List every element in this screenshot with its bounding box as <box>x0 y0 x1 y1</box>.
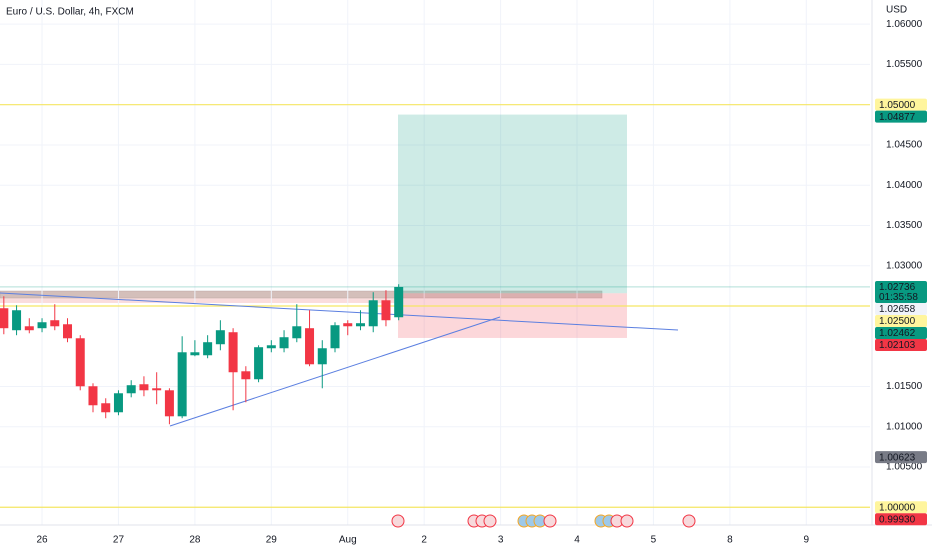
candle-body <box>330 325 340 349</box>
candle-body <box>177 352 187 417</box>
price-label-box <box>875 338 927 351</box>
price-label: 1.02103 <box>879 340 916 351</box>
candle-body <box>37 322 47 329</box>
loss-zone <box>398 293 627 338</box>
candle-body <box>279 337 289 349</box>
currency: USD <box>886 5 907 16</box>
x-tick-label: 2 <box>421 535 427 546</box>
x-tick-label: 5 <box>651 535 657 546</box>
event-icons <box>391 514 696 528</box>
candle-body <box>24 326 34 331</box>
candle-body <box>381 300 391 321</box>
candle-body <box>266 345 276 349</box>
candle-body <box>139 384 149 391</box>
price-label-box <box>875 302 927 315</box>
x-tick-label: 26 <box>36 535 48 546</box>
event-icon <box>391 514 405 528</box>
price-label-box <box>875 314 927 327</box>
price-label-box <box>875 326 927 339</box>
price-label: 1.00623 <box>879 452 916 463</box>
price-label: 1.02500 <box>879 316 916 327</box>
price-label: 0.99930 <box>879 514 916 525</box>
candle-body <box>113 393 123 413</box>
plot <box>0 0 870 525</box>
candle-body <box>394 286 404 318</box>
y-tick-label: 1.04000 <box>886 180 923 191</box>
y-tick-label: 1.04500 <box>886 140 923 151</box>
candle-body <box>292 326 302 339</box>
candle-body <box>355 323 365 327</box>
price-label: 1.02736 <box>879 282 916 293</box>
x-tick-label: 3 <box>498 535 504 546</box>
candle-body <box>12 310 22 331</box>
y-tick-label: 1.03000 <box>886 260 923 271</box>
price-label: 1.00000 <box>879 502 916 513</box>
x-tick-label: 28 <box>189 535 201 546</box>
candle-body <box>254 347 264 380</box>
candle-body <box>164 390 174 417</box>
x-tick-label: Aug <box>339 535 357 546</box>
candle-body <box>88 386 98 406</box>
event-icon <box>620 514 634 528</box>
x-tick-label: 29 <box>266 535 278 546</box>
candle-body <box>101 403 111 413</box>
price-label-box <box>875 110 927 123</box>
price-label: 1.05000 <box>879 100 916 111</box>
countdown: 01:35:58 <box>879 292 918 303</box>
candle-body <box>50 320 60 327</box>
candle-body <box>63 324 73 339</box>
profit-zone <box>398 114 627 294</box>
price-label: 1.02462 <box>879 328 916 339</box>
y-tick-label: 1.00500 <box>886 462 923 473</box>
candle-body <box>343 323 353 327</box>
price-label: 1.04877 <box>879 112 916 123</box>
y-tick-label: 1.06000 <box>886 19 923 30</box>
candle-body <box>0 308 9 329</box>
event-icon <box>543 514 557 528</box>
y-tick-label: 1.01500 <box>886 381 923 392</box>
trend-line <box>169 316 501 427</box>
price-label: 1.02658 <box>879 304 916 315</box>
candle-body <box>126 385 136 394</box>
candle-body <box>190 352 200 356</box>
y-tick-label: 1.05500 <box>886 59 923 70</box>
candle-body <box>215 330 225 345</box>
x-tick-label: 27 <box>113 535 125 546</box>
candle-body <box>228 332 238 373</box>
candle-body <box>317 348 327 365</box>
x-tick-label: 4 <box>574 535 580 546</box>
price-label-box <box>875 98 927 111</box>
event-icon <box>682 514 696 528</box>
candle-body <box>368 300 378 327</box>
candle-body <box>241 371 251 380</box>
event-icon <box>483 514 497 528</box>
y-tick-label: 1.01000 <box>886 421 923 432</box>
candle-body <box>75 338 85 387</box>
x-tick-label: 8 <box>727 535 733 546</box>
zone <box>0 290 603 299</box>
price-label-box <box>875 280 927 303</box>
price-label-box <box>875 501 927 514</box>
candle-body <box>152 388 162 391</box>
trend-line <box>0 292 679 331</box>
price-label-box <box>875 451 927 464</box>
chart-title: Euro / U.S. Dollar, 4h, FXCM <box>6 7 134 18</box>
candle-body <box>305 328 315 365</box>
y-tick-label: 1.03500 <box>886 220 923 231</box>
x-tick-label: 9 <box>804 535 810 546</box>
price-label-box <box>875 513 927 526</box>
candle-body <box>203 342 213 356</box>
